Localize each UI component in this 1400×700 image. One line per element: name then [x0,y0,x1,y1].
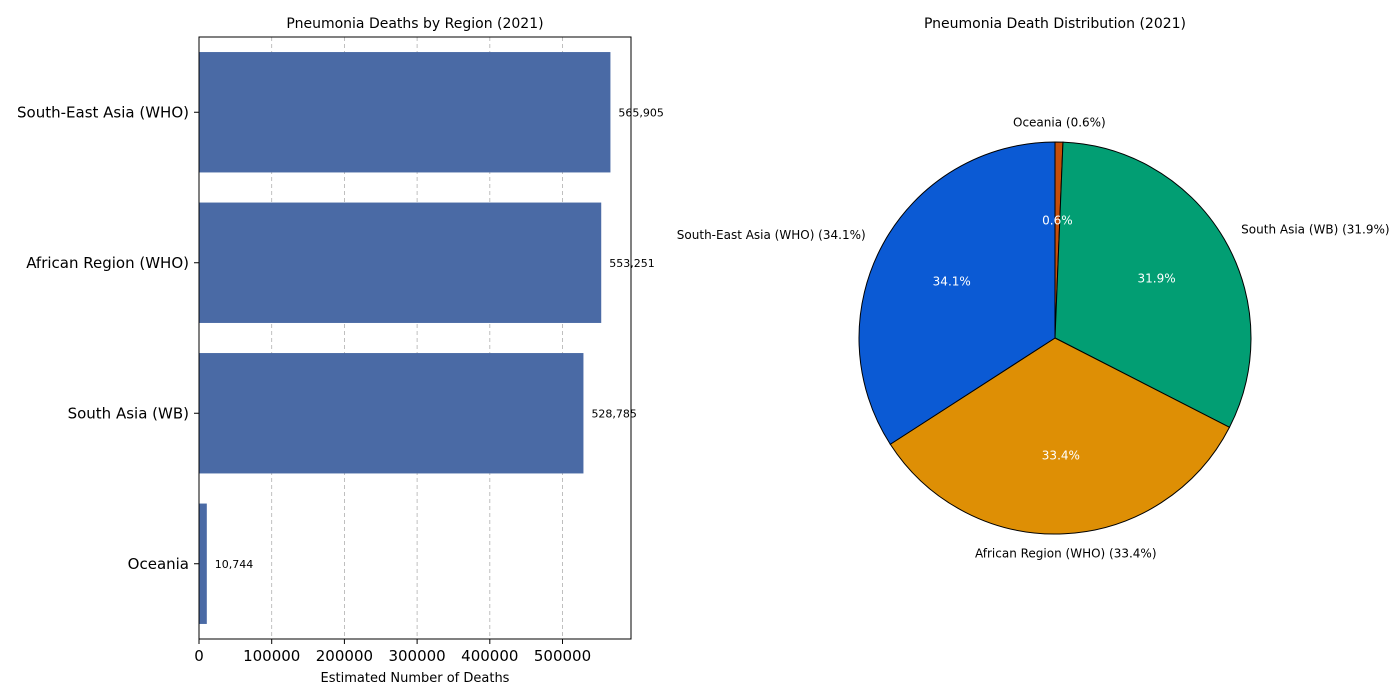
pie-slice-label: African Region (WHO) (33.4%) [975,546,1157,560]
pie-slice-label: Oceania (0.6%) [1013,115,1106,129]
bar-data-label: 10,744 [215,558,254,571]
pie-slice [1054,141,1252,428]
pie-percent-label: 31.9% [1137,272,1175,286]
bar-data-labels: 565,905 553,251 528,785 10,744 [215,106,664,571]
pie-chart: Pneumonia Death Distribution (2021) 0.6%… [677,16,1390,560]
bar-y-ticks: South-East Asia (WHO) African Region (WHO… [17,103,199,573]
bar-plot-frame [198,36,632,640]
pie-slices [858,141,1252,535]
bar [199,202,602,323]
y-tick-label: African Region (WHO) [26,254,189,272]
y-tick-label: Oceania [128,555,189,573]
pie-slice-label: South Asia (WB) (31.9%) [1241,222,1389,236]
x-tick-label: 0 [194,647,204,665]
bar-data-label: 528,785 [591,407,637,420]
bar [199,503,207,624]
y-tick-label: South Asia (WB) [68,404,189,422]
bar [199,52,611,173]
pie-chart-title: Pneumonia Death Distribution (2021) [924,16,1186,32]
bar [199,353,584,474]
bar-chart: Pneumonia Deaths by Region (2021) 565,90… [17,16,664,686]
bar-data-label: 553,251 [609,257,655,270]
pie-percent-label: 0.6% [1042,213,1073,227]
bar-x-axis-label: Estimated Number of Deaths [321,671,510,686]
x-tick-label: 300000 [388,647,445,665]
pie-percent-label: 34.1% [933,275,971,289]
bar-x-ticks: 0 100000 200000 300000 400000 500000 [194,639,591,665]
pie-slice [889,337,1231,535]
x-tick-label: 100000 [243,647,300,665]
bar-series [199,52,611,624]
x-tick-label: 400000 [461,647,518,665]
bar-chart-title: Pneumonia Deaths by Region (2021) [286,16,543,32]
y-tick-label: South-East Asia (WHO) [17,103,189,121]
pie-slice-label: South-East Asia (WHO) (34.1%) [677,228,866,242]
x-tick-label: 200000 [316,647,373,665]
pie-percent-label: 33.4% [1042,448,1080,462]
bar-data-label: 565,905 [618,106,664,119]
pie-percent-labels: 0.6% 31.9% 33.4% 34.1% [933,213,1176,462]
x-tick-label: 500000 [534,647,591,665]
pie-slice-labels: Oceania (0.6%) South Asia (WB) (31.9%) Afr… [677,115,1390,560]
pie-slice [858,141,1056,445]
